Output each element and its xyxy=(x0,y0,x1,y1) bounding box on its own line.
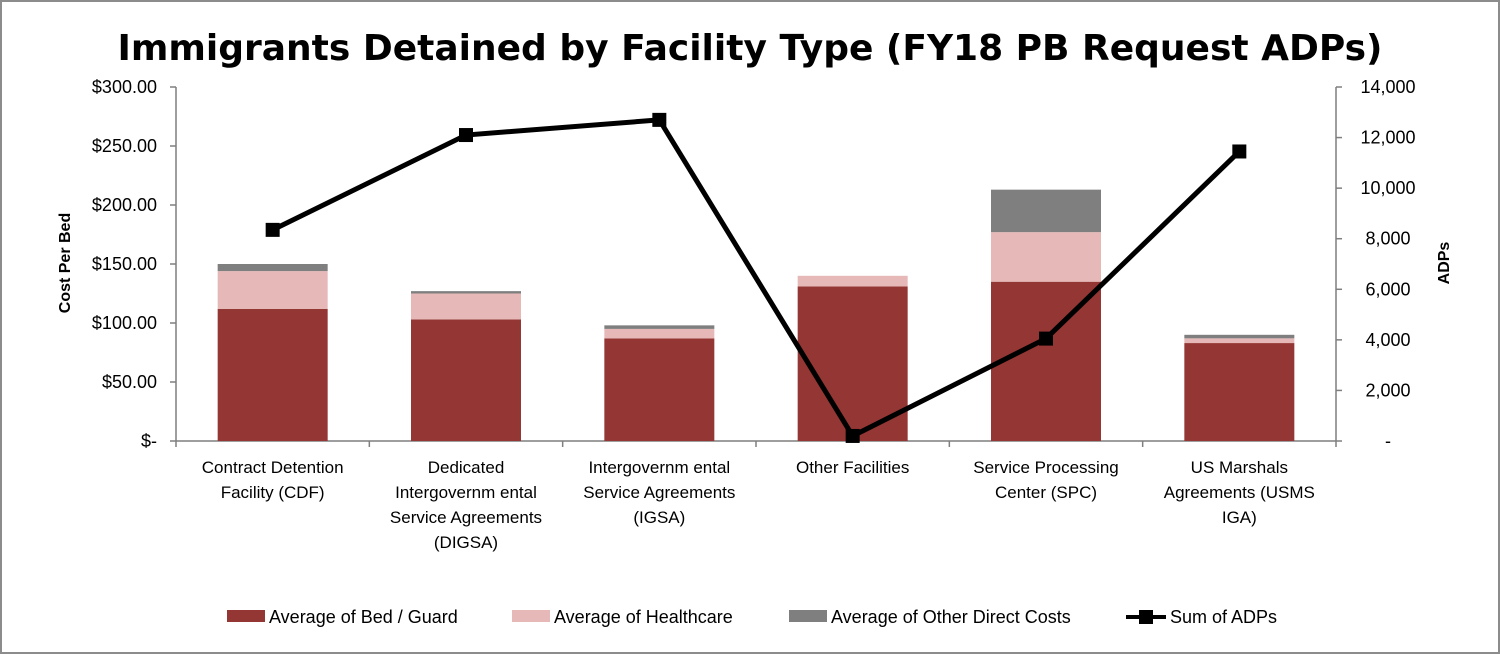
category-label: Dedicated Intergovernm ental Service Agree… xyxy=(390,458,542,552)
right-tick-label: 12,000 xyxy=(1360,128,1415,148)
left-tick-label: $- xyxy=(141,431,157,451)
bar-segment-healthcare xyxy=(797,275,908,287)
legend-marker xyxy=(1139,610,1153,624)
bar-segment-other-direct-costs xyxy=(991,189,1101,233)
category-label-line: Intergovernm ental xyxy=(588,458,730,477)
category-label-line: Facility (CDF) xyxy=(221,483,325,502)
adps-marker xyxy=(845,428,860,443)
bar-segment-bed-guard xyxy=(411,319,521,441)
adps-marker xyxy=(265,222,280,237)
category-label-line: US Marshals xyxy=(1191,458,1288,477)
bar-segment-healthcare xyxy=(217,271,328,309)
category-label-line: Other Facilities xyxy=(796,458,909,477)
category-label: Contract Detention Facility (CDF) xyxy=(202,458,344,502)
category-label-line: Intergovernm ental xyxy=(395,483,537,502)
bar-segment-bed-guard xyxy=(991,281,1101,441)
left-tick-label: $100.00 xyxy=(92,313,157,333)
category-label: Service Processing Center (SPC) xyxy=(973,458,1119,502)
right-tick-label: 4,000 xyxy=(1365,330,1410,350)
legend-label: Sum of ADPs xyxy=(1170,607,1277,627)
category-label-line: (IGSA) xyxy=(633,508,685,527)
bar-segment-bed-guard xyxy=(217,308,328,441)
bar-segment-healthcare xyxy=(411,293,521,320)
category-label: Intergovernm ental Service Agreements (IGS… xyxy=(583,458,735,527)
legend-swatch xyxy=(789,610,827,622)
right-tick-label: 14,000 xyxy=(1360,77,1415,97)
category-label-line: (DIGSA) xyxy=(434,533,498,552)
left-tick-label: $250.00 xyxy=(92,136,157,156)
bar-segment-bed-guard xyxy=(604,338,715,441)
category-label-line: Service Processing xyxy=(973,458,1119,477)
category-label: Other Facilities xyxy=(796,458,909,477)
category-label-line: Contract Detention xyxy=(202,458,344,477)
category-label: US Marshals Agreements (USMS IGA) xyxy=(1164,458,1315,527)
adps-line xyxy=(271,117,1242,440)
left-tick-label: $50.00 xyxy=(102,372,157,392)
bar-segment-healthcare xyxy=(604,328,715,339)
right-tick-label: - xyxy=(1385,431,1391,451)
left-tick-label: $300.00 xyxy=(92,77,157,97)
bar-segment-bed-guard xyxy=(1184,343,1295,441)
bar-segment-other-direct-costs xyxy=(604,325,715,329)
legend-label: Average of Bed / Guard xyxy=(269,607,458,627)
category-label-line: Center (SPC) xyxy=(995,483,1097,502)
bar-segment-other-direct-costs xyxy=(411,291,521,294)
bar-segment-other-direct-costs xyxy=(1184,334,1295,339)
adps-marker xyxy=(1232,144,1247,159)
category-label-line: Agreements (USMS xyxy=(1164,483,1315,502)
right-tick-label: 8,000 xyxy=(1365,229,1410,249)
left-tick-label: $200.00 xyxy=(92,195,157,215)
left-axis-title: Cost Per Bed xyxy=(57,213,74,313)
chart-title: Immigrants Detained by Facility Type (FY… xyxy=(117,28,1382,69)
adps-marker xyxy=(652,112,667,127)
category-label-line: Service Agreements xyxy=(583,483,735,502)
category-label-line: Dedicated xyxy=(428,458,505,477)
bar-segment-healthcare xyxy=(991,232,1101,282)
bar-segment-healthcare xyxy=(1184,338,1295,344)
adps-marker xyxy=(1039,331,1053,346)
right-tick-label: 6,000 xyxy=(1365,279,1410,299)
category-label-line: IGA) xyxy=(1222,508,1257,527)
left-tick-label: $150.00 xyxy=(92,254,157,274)
right-axis-title: ADPs xyxy=(1436,242,1453,285)
legend-label: Average of Other Direct Costs xyxy=(831,607,1071,627)
legend-label: Average of Healthcare xyxy=(554,607,733,627)
category-label-line: Service Agreements xyxy=(390,508,542,527)
legend-swatch xyxy=(512,610,550,622)
legend-swatch xyxy=(227,610,265,622)
right-tick-label: 10,000 xyxy=(1360,178,1415,198)
bar-segment-other-direct-costs xyxy=(217,264,328,272)
adps-marker xyxy=(459,128,473,143)
right-tick-label: 2,000 xyxy=(1365,380,1410,400)
